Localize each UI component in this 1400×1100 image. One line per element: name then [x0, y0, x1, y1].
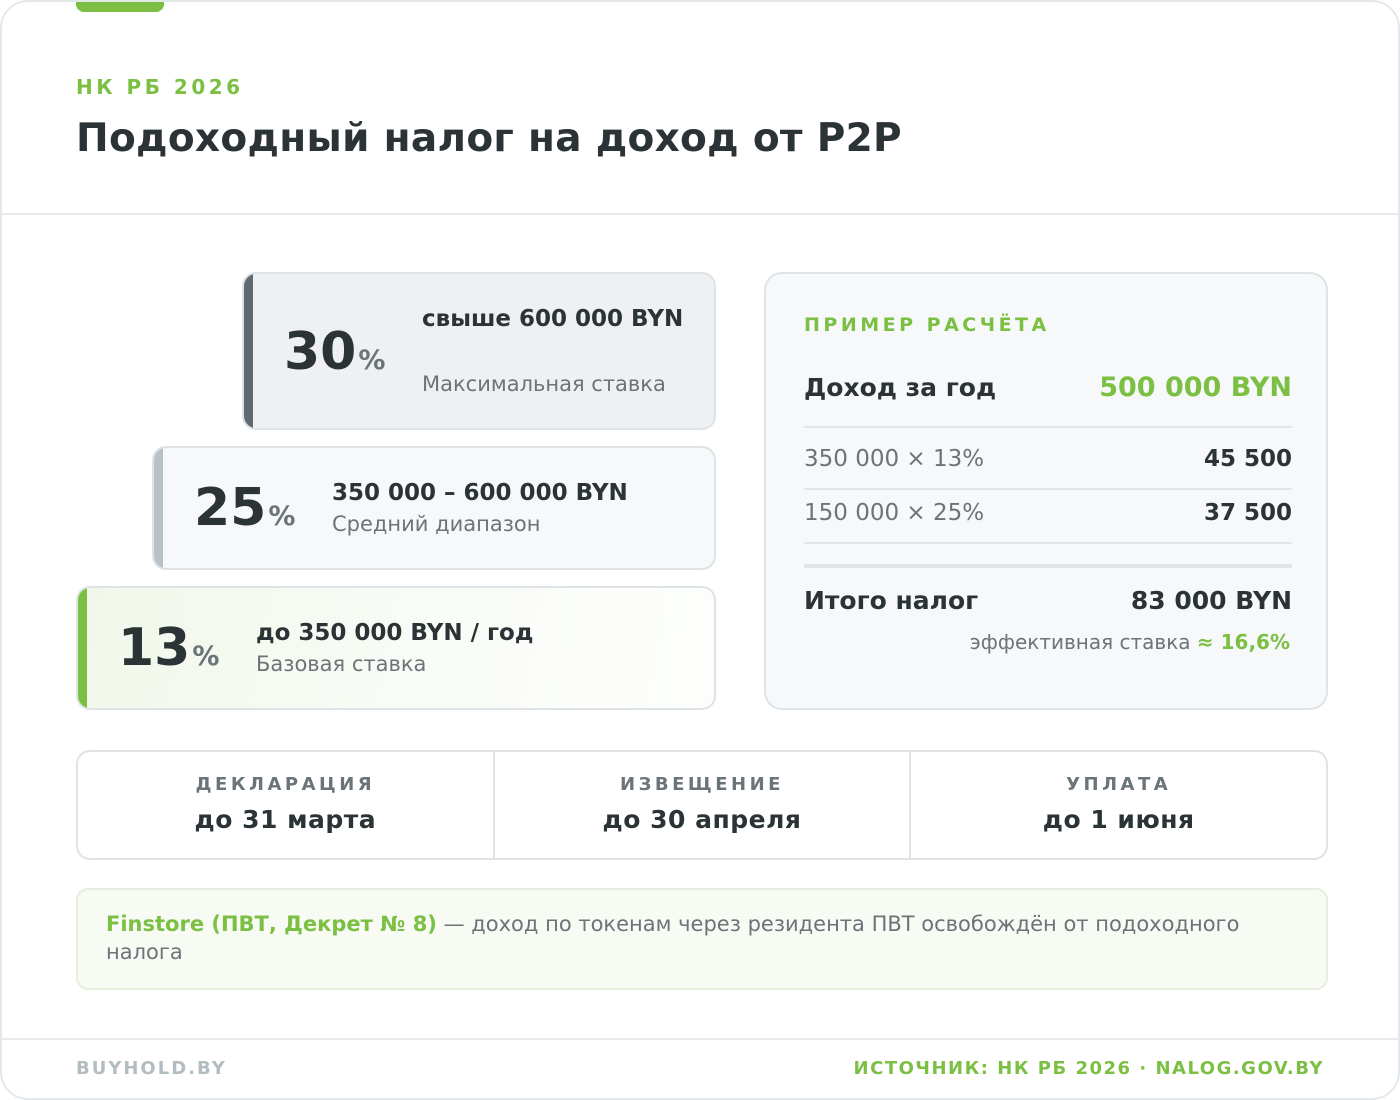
calc-amount: 45 500	[1203, 446, 1292, 472]
row-divider	[804, 488, 1292, 490]
tier-rate-value: 13	[118, 618, 191, 678]
total-value: 83 000 BYN	[1130, 586, 1292, 615]
income-row: Доход за год 500 000 BYN	[804, 372, 1292, 403]
footer-brand: BUYHOLD.BY	[76, 1058, 227, 1079]
tier-card-13: 13% до 350 000 BYN / год Базовая ставка	[76, 586, 716, 710]
tier-rate-value: 30	[284, 322, 357, 382]
tier-rate: 30%	[284, 322, 385, 382]
total-divider	[804, 564, 1292, 568]
row-divider	[804, 542, 1292, 544]
deadline-notice: ИЗВЕЩЕНИЕ до 30 апреля	[492, 752, 910, 858]
calc-amount: 37 500	[1203, 500, 1292, 526]
tier-description: Средний диапазон	[332, 512, 541, 536]
tier-range: свыше 600 000 BYN	[422, 306, 684, 332]
tier-range: до 350 000 BYN / год	[256, 620, 534, 646]
page-title: Подоходный налог на доход от P2P	[76, 116, 902, 161]
deadline-label: ИЗВЕЩЕНИЕ	[620, 774, 784, 795]
tier-rate: 13%	[118, 618, 219, 678]
tier-range: 350 000 – 600 000 BYN	[332, 480, 628, 506]
tier-rate-value: 25	[194, 478, 267, 538]
deadline-payment: УПЛАТА до 1 июня	[909, 752, 1326, 858]
note-highlight: Finstore (ПВТ, Декрет № 8)	[106, 912, 437, 936]
deadline-declaration: ДЕКЛАРАЦИЯ до 31 марта	[78, 752, 493, 858]
calculation-example-panel: ПРИМЕР РАСЧЁТА Доход за год 500 000 BYN …	[764, 272, 1328, 710]
calc-row: 350 000 × 13% 45 500	[804, 446, 1292, 472]
header-divider	[2, 213, 1398, 215]
row-divider	[804, 426, 1292, 428]
eyebrow-label: НК РБ 2026	[76, 75, 244, 99]
footer-divider	[2, 1038, 1398, 1040]
top-accent-tab	[76, 2, 164, 12]
deadline-value: до 31 марта	[194, 805, 377, 834]
tier-description: Максимальная ставка	[422, 372, 666, 396]
income-label: Доход за год	[804, 373, 997, 402]
deadline-label: ДЕКЛАРАЦИЯ	[195, 774, 376, 795]
effective-rate: эффективная ставка ≈ 16,6%	[970, 630, 1290, 654]
example-title: ПРИМЕР РАСЧЁТА	[804, 314, 1050, 336]
tier-description: Базовая ставка	[256, 652, 427, 676]
total-row: Итого налог 83 000 BYN	[804, 586, 1292, 615]
note-text: — доход по токенам через резидента ПВТ о…	[106, 912, 1240, 964]
effective-rate-label: эффективная ставка	[969, 630, 1191, 654]
calc-formula: 150 000 × 25%	[804, 500, 985, 526]
calc-formula: 350 000 × 13%	[804, 446, 985, 472]
deadline-label: УПЛАТА	[1066, 774, 1172, 795]
tier-accent-bar	[244, 274, 253, 428]
tier-rate: 25%	[194, 478, 295, 538]
footer-source: ИСТОЧНИК: НК РБ 2026 · NALOG.GOV.BY	[853, 1058, 1324, 1079]
effective-rate-value: ≈ 16,6%	[1196, 630, 1290, 654]
percent-sign: %	[358, 345, 386, 376]
tier-accent-bar	[154, 448, 163, 568]
tier-card-30: 30% свыше 600 000 BYN Максимальная ставк…	[242, 272, 716, 430]
deadline-value: до 30 апреля	[602, 805, 802, 834]
exemption-note: Finstore (ПВТ, Декрет № 8) — доход по то…	[76, 888, 1328, 990]
deadlines-strip: ДЕКЛАРАЦИЯ до 31 марта ИЗВЕЩЕНИЕ до 30 а…	[76, 750, 1328, 860]
calc-row: 150 000 × 25% 37 500	[804, 500, 1292, 526]
tier-accent-bar	[78, 588, 87, 708]
income-value: 500 000 BYN	[1099, 372, 1292, 403]
percent-sign: %	[268, 501, 296, 532]
total-label: Итого налог	[804, 586, 979, 615]
percent-sign: %	[192, 641, 220, 672]
deadline-value: до 1 июня	[1042, 805, 1195, 834]
tier-card-25: 25% 350 000 – 600 000 BYN Средний диапаз…	[152, 446, 716, 570]
